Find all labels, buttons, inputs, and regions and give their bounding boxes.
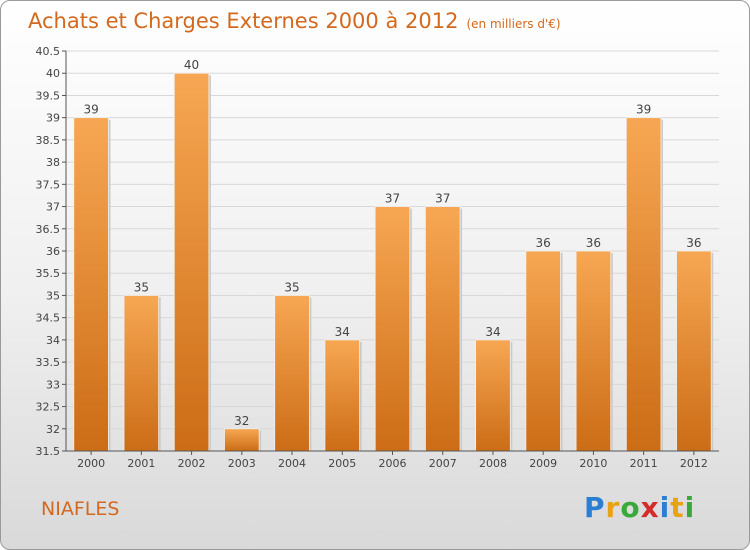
logo-letter: P [584, 491, 606, 524]
x-tick-label: 2006 [379, 457, 407, 470]
logo-letter: r [605, 491, 621, 524]
data-label: 34 [485, 325, 500, 339]
logo-letter: o [620, 491, 641, 524]
proxiti-logo: Proxiti [584, 491, 695, 524]
y-tick-label: 31.5 [36, 445, 61, 458]
y-tick-label: 34.5 [36, 312, 61, 325]
y-tick-label: 32.5 [36, 401, 61, 414]
data-label: 40 [184, 58, 199, 72]
logo-letter: i [659, 491, 671, 524]
logo-letter: t [670, 491, 685, 524]
bar [173, 72, 210, 452]
bar [676, 250, 712, 452]
y-tick-label: 33.5 [36, 356, 61, 369]
y-tick-label: 38 [46, 156, 60, 169]
y-tick-label: 40 [46, 67, 60, 80]
y-tick-label: 38.5 [36, 134, 61, 147]
data-label: 39 [83, 103, 98, 117]
bars [73, 72, 714, 452]
data-label: 34 [335, 325, 350, 339]
chart-title-text: Achats et Charges Externes 2000 à 2012 [28, 9, 459, 33]
chart-title: Achats et Charges Externes 2000 à 2012 (e… [28, 9, 561, 33]
bar [73, 117, 109, 452]
bar [123, 295, 160, 452]
y-tick-label: 33 [46, 378, 60, 391]
x-tick-label: 2002 [178, 457, 206, 470]
y-tick-label: 34 [46, 334, 60, 347]
bar [374, 206, 411, 452]
data-label: 35 [134, 280, 149, 294]
bar [575, 250, 612, 452]
logo-letter: x [640, 491, 660, 524]
x-tick-label: 2003 [228, 457, 256, 470]
x-tick-label: 2009 [529, 457, 557, 470]
y-tick-label: 32 [46, 423, 60, 436]
data-label: 32 [234, 414, 249, 428]
x-tick-label: 2004 [278, 457, 306, 470]
bar [525, 250, 561, 452]
x-tick-label: 2011 [630, 457, 658, 470]
y-tick-label: 37 [46, 201, 60, 214]
x-tick-label: 2010 [579, 457, 607, 470]
bar [625, 117, 662, 452]
x-tick-label: 2012 [680, 457, 708, 470]
data-label: 36 [536, 236, 551, 250]
y-tick-label: 36 [46, 245, 60, 258]
bar [274, 295, 310, 452]
x-tick-label: 2000 [77, 457, 105, 470]
bar [224, 428, 260, 452]
data-label: 39 [636, 103, 651, 117]
bar [324, 339, 360, 452]
x-tick-label: 2008 [479, 457, 507, 470]
y-tick-label: 36.5 [36, 223, 61, 236]
bar [425, 206, 461, 452]
chart-subtitle: (en milliers d'€) [466, 17, 561, 31]
data-label: 36 [586, 236, 601, 250]
x-tick-label: 2005 [328, 457, 356, 470]
y-tick-label: 40.5 [36, 45, 61, 58]
data-label: 37 [435, 192, 450, 206]
data-label: 35 [284, 280, 299, 294]
data-label: 37 [385, 192, 400, 206]
commune-name: NIAFLES [41, 498, 120, 520]
y-tick-label: 37.5 [36, 178, 61, 191]
x-tick-label: 2007 [429, 457, 457, 470]
y-tick-label: 39.5 [36, 89, 61, 102]
y-tick-label: 35 [46, 289, 60, 302]
x-tick-label: 2001 [127, 457, 155, 470]
bar [475, 339, 511, 452]
logo-letter: i [684, 491, 696, 524]
labels: 31.5 32 32.5 33 33.5 34 34.5 35 35.5 36 36.5 37 37.5… [36, 45, 708, 470]
y-tick-label: 35.5 [36, 267, 61, 280]
data-label: 36 [686, 236, 701, 250]
y-tick-label: 39 [46, 112, 60, 125]
axes [62, 50, 719, 455]
